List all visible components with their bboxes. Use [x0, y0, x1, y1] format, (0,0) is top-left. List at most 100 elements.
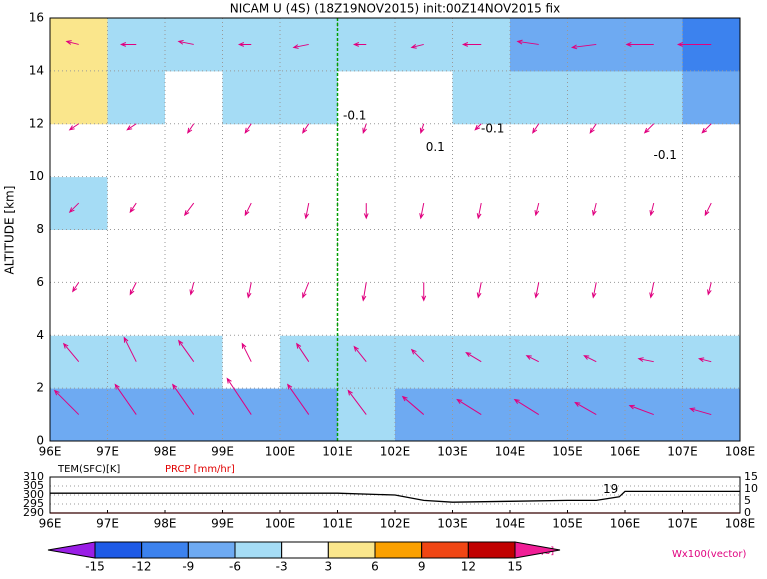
colorbar-swatch [514, 541, 561, 559]
colorbar-label: -9 [182, 560, 194, 574]
shade-cell [222, 123, 281, 178]
colorbar-label: -12 [132, 560, 152, 574]
shade-cell [567, 70, 626, 125]
shade-cell [165, 335, 223, 389]
wind-vector [347, 389, 367, 415]
wind-vector [68, 123, 80, 131]
data-line [50, 490, 740, 503]
colorbar-swatch [327, 541, 376, 559]
wind-vector [244, 123, 252, 134]
y-tick-label: 300 [23, 488, 44, 501]
y-tick-label: 310 [23, 470, 44, 483]
colorbar-swatch [187, 541, 236, 559]
wind-vector [287, 383, 310, 415]
wind-vector [119, 42, 137, 47]
x-tick-label: 99E [211, 445, 234, 459]
wind-vector [698, 357, 712, 363]
colorbar-swatch [281, 541, 329, 559]
shade-cell [165, 388, 223, 442]
shade-cell [280, 229, 338, 283]
colorbar-swatch [467, 541, 516, 559]
colorbar-label: -6 [229, 560, 241, 574]
wind-vector [532, 123, 540, 134]
wind-vector [241, 342, 252, 362]
shade-cell [452, 229, 511, 283]
y-axis-label: ALTITUDE [km] [3, 186, 17, 275]
wind-vector [187, 123, 195, 134]
wind-vector [419, 202, 425, 220]
y-tick-label: 2 [36, 381, 44, 395]
shade-cell [510, 123, 568, 178]
wind-vector [363, 203, 369, 220]
wind-vector [123, 336, 137, 362]
wind-vector [244, 202, 252, 217]
wind-vector [177, 39, 194, 45]
wind-vector [625, 42, 654, 47]
wind-vector [183, 202, 195, 217]
x-tick-label: 108E [725, 517, 756, 531]
y-tick-label: 0 [36, 434, 44, 448]
wind-vector [302, 123, 310, 134]
shade-cell [107, 229, 166, 283]
y-tick-label: 12 [29, 116, 44, 130]
wind-vector [701, 123, 712, 134]
y-tick-label: 305 [23, 479, 44, 492]
x-tick-label: 97E [96, 445, 119, 459]
shade-cell [337, 229, 396, 283]
shade-cell [395, 335, 453, 389]
colorbar-label: 15 [507, 560, 522, 574]
shade-cell [222, 18, 281, 72]
wind-vector [302, 282, 310, 299]
shade-cell [452, 70, 511, 125]
y2-tick-label: 5 [744, 494, 751, 507]
x-tick-label: 96E [39, 517, 62, 531]
shade-cell [395, 229, 453, 283]
wind-vector [704, 202, 712, 217]
wind-vector [591, 202, 597, 217]
x-tick-label: 107E [667, 445, 698, 459]
shade-cell [510, 282, 568, 336]
shade-cell [165, 123, 223, 178]
shade-cell [682, 229, 741, 283]
wind-vector [65, 40, 79, 45]
shade-cell [50, 229, 108, 283]
x-tick-label: 103E [437, 445, 468, 459]
colorbar-label: -15 [85, 560, 105, 574]
wind-vector [689, 407, 712, 416]
x-tick-label: 106E [610, 445, 641, 459]
shade-cell [567, 388, 626, 442]
wind-vector [352, 42, 367, 47]
shade-cell [337, 388, 396, 442]
colorbar-label: 3 [325, 560, 333, 574]
wind-vector [68, 202, 80, 213]
x-tick-label: 102E [380, 445, 411, 459]
annotation: 19 [603, 482, 618, 496]
shade-cell [682, 123, 741, 178]
shade-cell [625, 335, 683, 389]
shade-cell [50, 18, 108, 72]
shade-cell [510, 18, 568, 72]
shade-cell [452, 123, 511, 178]
colorbar-swatch [374, 541, 423, 559]
wind-vector [474, 123, 482, 131]
shade-cell [682, 282, 741, 336]
shade-cell [107, 335, 166, 389]
wind-vector [53, 389, 80, 415]
wind-vector [574, 401, 597, 415]
shade-cell [452, 335, 511, 389]
shade-cell [625, 388, 683, 442]
x-tick-label: 108E [725, 445, 756, 459]
wind-vector [172, 383, 195, 415]
shade-cell [395, 388, 453, 442]
shade-cell [510, 335, 568, 389]
shade-cell [280, 335, 338, 389]
x-tick-label: 96E [39, 445, 62, 459]
shade-cell [625, 282, 683, 336]
wind-vector [126, 123, 137, 131]
shade-cell [395, 123, 453, 178]
shade-cell [567, 229, 626, 283]
wind-vector [129, 282, 137, 296]
shade-cell [625, 123, 683, 178]
shade-cell [395, 70, 453, 125]
